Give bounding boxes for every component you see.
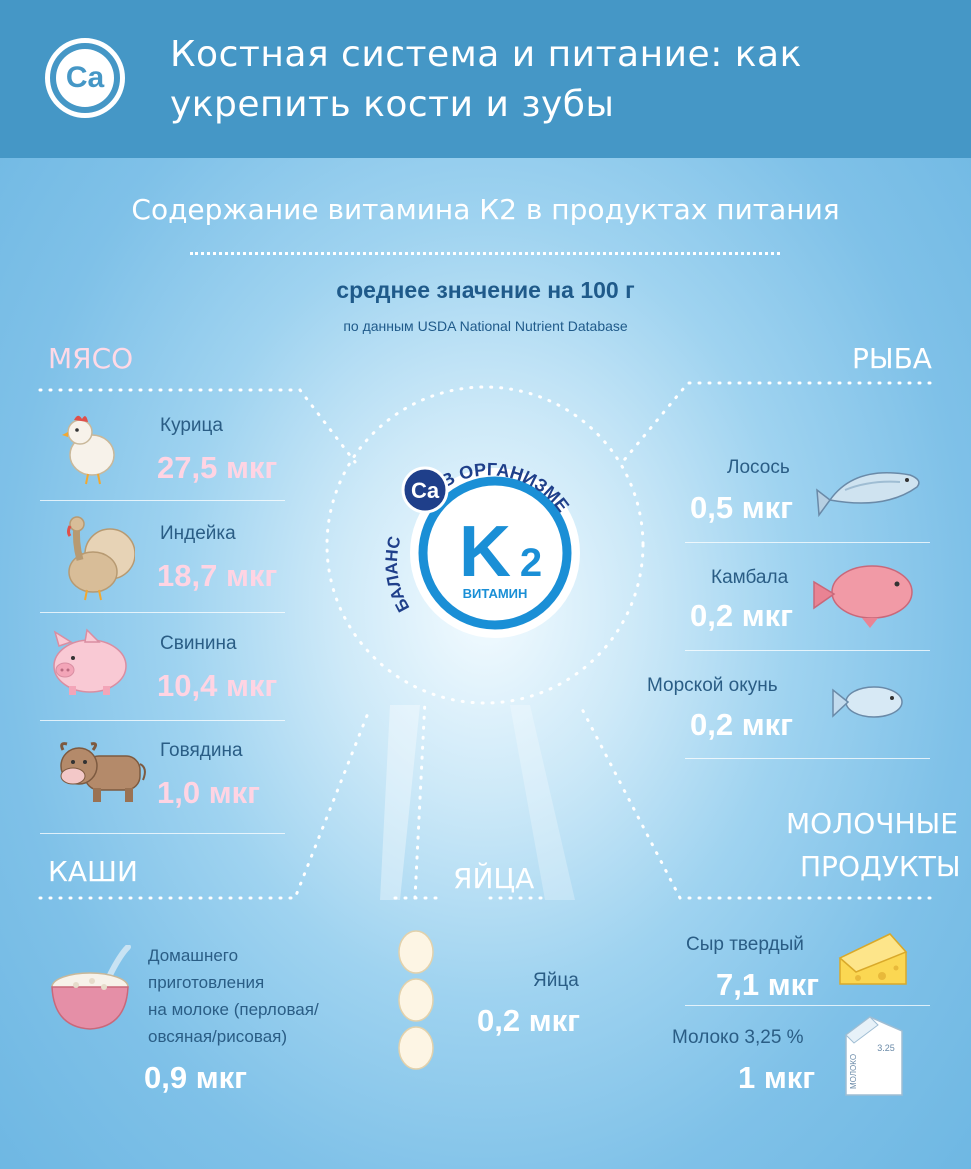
meat-item-value: 27,5 мкг xyxy=(157,450,278,485)
fish-item-value: 0,2 мкг xyxy=(690,598,794,633)
porridge-value: 0,9 мкг xyxy=(144,1060,248,1095)
milk-carton-icon: 3.25 МОЛОКО xyxy=(845,1016,903,1096)
sea-bass-icon xyxy=(832,686,903,718)
category-dairy-line2: ПРОДУКТЫ xyxy=(800,850,961,883)
badge-vitamin-text: ВИТАМИН xyxy=(463,586,528,601)
fish-item-value: 0,5 мкг xyxy=(690,490,794,525)
dairy-item-name: Сыр твердый xyxy=(686,934,804,955)
source-note: по данным USDA National Nutrient Databas… xyxy=(343,318,628,334)
meat-separator xyxy=(40,612,285,613)
fish-separator xyxy=(685,542,930,543)
meat-item-name: Говядина xyxy=(160,740,243,761)
calcium-logo: Ca xyxy=(45,38,125,118)
cow-icon xyxy=(60,742,146,802)
svg-text:БАЛАНС: БАЛАНС xyxy=(385,534,413,615)
milk-brand-label: МОЛОКО xyxy=(849,1054,858,1089)
eggs-icon xyxy=(398,930,434,1070)
cheese-icon xyxy=(838,933,908,985)
meat-separator xyxy=(40,720,285,721)
dairy-item-value: 1 мкг xyxy=(738,1060,816,1095)
eggs-name: Яйца xyxy=(533,970,579,991)
porridge-line: приготовления xyxy=(148,973,265,992)
meat-separator xyxy=(40,833,285,834)
badge-k-subscript: 2 xyxy=(520,541,542,585)
category-porridge: КАШИ xyxy=(48,855,138,888)
category-fish: РЫБА xyxy=(852,342,932,375)
porridge-line: Домашнего xyxy=(148,946,239,965)
porridge-description: Домашнего приготовления на молоке (перло… xyxy=(148,942,319,1050)
porridge-line: овсяная/рисовая) xyxy=(148,1027,288,1046)
logo-text: Ca xyxy=(56,49,114,107)
fish-item-name: Камбала xyxy=(711,567,789,588)
porridge-bowl-icon xyxy=(51,945,131,1030)
badge-ca-text: Ca xyxy=(411,478,440,503)
meat-item-name: Курица xyxy=(160,415,223,436)
meat-item-value: 18,7 мкг xyxy=(157,558,278,593)
eggs-value: 0,2 мкг xyxy=(477,1003,581,1038)
chicken-icon xyxy=(62,415,115,485)
meat-item-value: 1,0 мкг xyxy=(157,775,261,810)
badge-arc-left: БАЛАНС xyxy=(385,534,413,615)
pig-icon xyxy=(53,628,127,695)
category-dairy-line1: МОЛОЧНЫЕ xyxy=(786,807,958,840)
dairy-item-value: 7,1 мкг xyxy=(716,967,820,1002)
header-bar: Ca Костная система и питание: как укрепи… xyxy=(0,0,971,158)
k2-badge: В ОРГАНИЗМЕ БАЛАНС Ca K 2 ВИТАМИН xyxy=(385,459,580,638)
fish-item-name: Лосось xyxy=(727,457,790,478)
fish-separator xyxy=(685,650,930,651)
fish-item-value: 0,2 мкг xyxy=(690,707,794,742)
turkey-icon xyxy=(67,516,135,601)
infographic-subtitle: Содержание витамина К2 в продуктах питан… xyxy=(131,193,840,226)
meat-item-value: 10,4 мкг xyxy=(157,668,278,703)
category-eggs: ЯЙЦА xyxy=(453,862,535,895)
meat-separator xyxy=(40,500,285,501)
dairy-separator xyxy=(685,1005,930,1006)
flounder-icon xyxy=(813,565,913,628)
meat-item-name: Индейка xyxy=(160,523,236,544)
badge-k-text: K xyxy=(459,512,511,592)
category-meat: МЯСО xyxy=(48,342,134,375)
fish-separator xyxy=(685,758,930,759)
page-title: Костная система и питание: как укрепить … xyxy=(170,34,802,125)
meat-item-name: Свинина xyxy=(160,633,237,654)
average-note: среднее значение на 100 г xyxy=(336,277,635,303)
dairy-item-name: Молоко 3,25 % xyxy=(672,1027,804,1048)
salmon-icon xyxy=(816,472,920,518)
milk-fat-label: 3.25 xyxy=(877,1043,895,1053)
fish-item-name: Морской окунь xyxy=(647,675,778,696)
porridge-line: на молоке (перловая/ xyxy=(148,1000,319,1019)
subtitle-divider xyxy=(190,252,780,255)
